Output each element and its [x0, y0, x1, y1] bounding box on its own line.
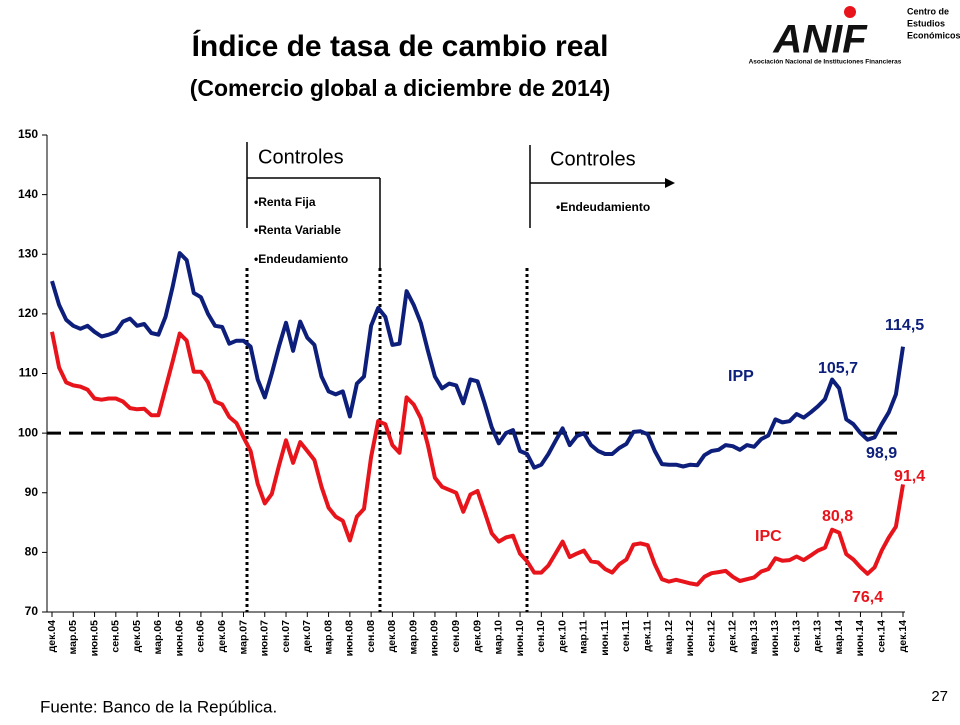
x-tick-label: мар.14: [833, 620, 845, 655]
logo-unit: Estudios: [907, 18, 945, 28]
control-title: Controles: [258, 146, 344, 168]
x-tick-label: июн.12: [684, 620, 696, 657]
logo-unit: Económicos: [907, 30, 960, 40]
x-tick-label: июн.13: [769, 620, 781, 657]
x-tick-label: дек.14: [897, 620, 909, 653]
x-tick-label: мар.12: [663, 620, 675, 655]
x-tick-label: мар.10: [493, 620, 505, 655]
logo-dot: [844, 6, 856, 18]
x-tick-label: дек.05: [131, 620, 143, 653]
control-item: •Endeudamiento: [254, 252, 348, 266]
y-tick-label: 90: [25, 485, 39, 499]
x-tick-label: июн.08: [344, 620, 356, 657]
series-label: IPC: [755, 528, 782, 545]
series-line: [50, 331, 905, 587]
page-number: 27: [931, 688, 948, 705]
x-tick-label: мар.09: [407, 620, 419, 655]
x-tick-label: июн.09: [429, 620, 441, 657]
x-tick-label: дек.04: [46, 620, 58, 653]
x-tick-label: дек.10: [556, 620, 568, 653]
x-tick-label: мар.06: [152, 620, 164, 655]
y-tick-label: 80: [25, 545, 39, 559]
x-tick-label: сен.08: [365, 620, 377, 653]
x-tick-label: сен.05: [110, 620, 122, 653]
chart-title: Índice de tasa de cambio real: [192, 29, 609, 63]
x-tick-label: дек.13: [812, 620, 824, 653]
x-tick-label: сен.10: [535, 620, 547, 653]
x-tick-label: мар.11: [578, 620, 590, 654]
logo-caption: Asociación Nacional de Instituciones Fin…: [749, 59, 902, 66]
y-tick-label: 130: [18, 246, 38, 260]
x-tick-label: июн.11: [599, 620, 611, 656]
x-tick-label: июн.07: [259, 620, 271, 657]
y-tick-label: 120: [18, 306, 38, 320]
x-tick-label: дек.06: [216, 620, 228, 653]
x-tick-label: мар.07: [237, 620, 249, 655]
x-tick-label: дек.11: [641, 620, 653, 652]
x-tick-label: сен.06: [195, 620, 207, 653]
source: Fuente: Banco de la República.: [40, 697, 277, 716]
x-tick-label: июн.14: [854, 620, 866, 657]
x-tick-label: июн.05: [88, 620, 100, 657]
series-label: IPP: [728, 368, 754, 385]
x-tick-label: сен.14: [876, 620, 888, 653]
y-tick-label: 100: [18, 425, 38, 439]
value-annotation: 105,7: [818, 360, 858, 377]
y-tick-label: 150: [18, 127, 38, 141]
value-annotation: 98,9: [866, 445, 897, 462]
logo: ANIF Centro de Estudios Económicos Asoci…: [749, 6, 960, 66]
x-tick-label: сен.12: [705, 620, 717, 653]
x-tick-label: сен.13: [790, 620, 802, 653]
value-annotation: 76,4: [852, 589, 883, 606]
y-tick-label: 110: [19, 366, 39, 380]
control-title: Controles: [550, 148, 636, 170]
x-tick-label: июн.10: [514, 620, 526, 657]
x-tick-label: дек.12: [727, 620, 739, 653]
x-tick-label: сен.11: [620, 620, 632, 652]
series-line: [50, 251, 905, 470]
logo-brand: ANIF: [772, 18, 868, 62]
x-tick-label: июн.06: [173, 620, 185, 657]
logo-unit: Centro de: [907, 6, 949, 16]
value-annotation: 91,4: [894, 468, 925, 485]
x-tick-label: мар.08: [322, 620, 334, 655]
y-tick-label: 140: [18, 187, 38, 201]
x-tick-label: сен.07: [280, 620, 292, 653]
x-tick-label: дек.07: [301, 620, 313, 653]
chart-subtitle: (Comercio global a diciembre de 2014): [190, 75, 611, 101]
y-tick-label: 70: [25, 604, 39, 618]
value-annotation: 114,5: [885, 317, 924, 334]
x-tick-label: дек.08: [386, 620, 398, 653]
control-item: •Renta Variable: [254, 223, 341, 237]
x-tick-label: дек.09: [471, 620, 483, 653]
control-item: •Renta Fija: [254, 195, 316, 209]
x-tick-label: сен.09: [450, 620, 462, 653]
control-item: •Endeudamiento: [556, 200, 650, 214]
x-tick-label: мар.05: [67, 620, 79, 655]
x-tick-label: мар.13: [748, 620, 760, 655]
value-annotation: 80,8: [822, 508, 853, 525]
control-arrow-head: [665, 178, 675, 188]
